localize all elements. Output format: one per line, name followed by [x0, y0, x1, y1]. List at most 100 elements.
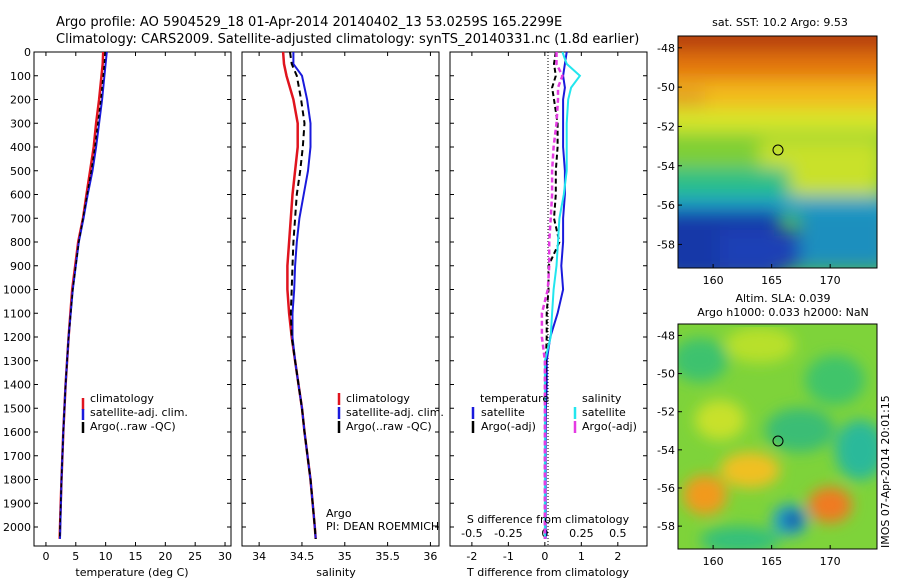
difference-legend-s-satellite: satellite — [582, 406, 626, 419]
salinity-xtick-label: 35 — [338, 550, 352, 563]
sla-argo-location-marker — [772, 435, 784, 447]
sst-map-ytick-label: -52 — [657, 120, 675, 133]
depth-tick-label: 1800 — [3, 474, 31, 487]
sst-map-ytick-label: -58 — [657, 238, 675, 251]
depth-tick-label: 100 — [10, 70, 31, 83]
difference-s-tick-label: -0.5 — [461, 527, 482, 540]
temperature-legend-satellite: satellite-adj. clim. — [90, 406, 188, 419]
difference-xtick-label: 2 — [614, 550, 621, 563]
sst-map-xtick-label: 160 — [703, 274, 724, 287]
depth-tick-label: 800 — [10, 236, 31, 249]
sla-map-title-2: Argo h1000: 0.033 h2000: NaN — [697, 306, 869, 319]
salinity-axes-frame — [241, 51, 440, 547]
salinity-legend-climatology: climatology — [346, 392, 410, 405]
depth-tick-label: 700 — [10, 212, 31, 225]
difference-xtick-label: -2 — [466, 550, 477, 563]
depth-tick-label: 1500 — [3, 402, 31, 415]
sst-map-xtick-label: 165 — [761, 274, 782, 287]
difference-s-tick-label: 0.25 — [569, 527, 594, 540]
depth-tick-label: 1100 — [3, 307, 31, 320]
salinity-xtick-label: 34 — [252, 550, 266, 563]
difference-xtick-label: 0 — [541, 550, 548, 563]
temperature-series-climatology — [58, 51, 105, 539]
depth-tick-label: 300 — [10, 117, 31, 130]
salinity-annotation-pi: PI: DEAN ROEMMICH — [326, 520, 439, 533]
sla-map: Altim. SLA: 0.039 Argo h1000: 0.033 h200… — [657, 292, 878, 568]
sst-map-frame — [677, 35, 878, 269]
temperature-legend-argo: Argo(..raw -QC) — [90, 420, 176, 433]
temperature-axes-frame — [33, 51, 232, 547]
temperature-xtick-label: 10 — [99, 550, 113, 563]
salinity-legend-satellite: satellite-adj. clim. — [346, 406, 444, 419]
salinity-annotation-argo: Argo — [326, 507, 352, 520]
salinity-panel: 34 34.5 35 35.5 36 salinity climatology sate… — [241, 51, 444, 579]
sla-map-ytick-label: -58 — [657, 520, 675, 533]
difference-series-argo-adj-s — [540, 52, 564, 539]
depth-tick-label: 500 — [10, 165, 31, 178]
salinity-xtick-label: 36 — [423, 550, 437, 563]
salinity-xtick-label: 34.5 — [290, 550, 315, 563]
sla-map-ytick-label: -54 — [657, 444, 675, 457]
depth-tick-label: 2000 — [3, 521, 31, 534]
sst-map: sat. SST: 10.2 Argo: 9.53 160 165 170 -48 -5… — [657, 16, 878, 287]
salinity-xlabel: salinity — [316, 566, 356, 579]
depth-tick-label: 200 — [10, 94, 31, 107]
difference-legend-s-argo: Argo(-adj) — [582, 420, 637, 433]
title-line-2: Climatology: CARS2009. Satellite-adjuste… — [56, 32, 639, 47]
difference-s-xlabel: S difference from climatology — [467, 513, 630, 526]
temperature-xtick-label: 20 — [158, 550, 172, 563]
salinity-xtick-label: 35.5 — [375, 550, 400, 563]
temperature-legend-climatology: climatology — [90, 392, 154, 405]
depth-tick-label: 0 — [24, 46, 31, 59]
sla-map-frame — [677, 323, 878, 550]
temperature-xtick-label: 5 — [72, 550, 79, 563]
temperature-legend: climatology satellite-adj. clim. Argo(..… — [81, 392, 188, 433]
salinity-legend: climatology satellite-adj. clim. Argo(..… — [337, 392, 444, 433]
difference-legend-t-argo: Argo(-adj) — [481, 420, 536, 433]
difference-legend-salinity-header: salinity — [582, 392, 622, 405]
difference-legend-t-satellite: satellite — [481, 406, 525, 419]
difference-legend-temperature-header: temperature — [480, 392, 549, 405]
difference-t-xlabel: T difference from climatology — [466, 566, 629, 579]
depth-tick-label: 600 — [10, 189, 31, 202]
sst-map-ytick-label: -48 — [657, 42, 675, 55]
difference-xtick-label: 1 — [578, 550, 585, 563]
sla-map-xtick-label: 170 — [820, 555, 841, 568]
sst-map-title: sat. SST: 10.2 Argo: 9.53 — [712, 16, 848, 29]
difference-s-tick-label: -0.25 — [494, 527, 522, 540]
depth-tick-label: 1900 — [3, 497, 31, 510]
sla-map-ytick-label: -52 — [657, 406, 675, 419]
depth-tick-label: 900 — [10, 260, 31, 273]
sst-map-xtick-label: 170 — [820, 274, 841, 287]
sst-map-ytick-label: -54 — [657, 160, 675, 173]
sst-argo-location-marker — [772, 144, 784, 156]
sla-map-ytick-label: -48 — [657, 329, 675, 342]
sst-map-ytick-label: -56 — [657, 199, 675, 212]
temperature-xtick-label: 30 — [218, 550, 232, 563]
temperature-xlabel: temperature (deg C) — [75, 566, 188, 579]
temperature-series-argo-raw-qc — [58, 51, 106, 539]
title-line-1: Argo profile: AO 5904529_18 01-Apr-2014 … — [56, 15, 562, 30]
depth-tick-label: 1200 — [3, 331, 31, 344]
sst-map-ytick-label: -50 — [657, 81, 675, 94]
difference-series-satellite-s — [543, 51, 582, 539]
temperature-xtick-label: 15 — [128, 550, 142, 563]
depth-tick-label: 400 — [10, 141, 31, 154]
temperature-xtick-label: 0 — [42, 550, 49, 563]
sla-map-xtick-label: 165 — [761, 555, 782, 568]
sla-map-ytick-label: -56 — [657, 482, 675, 495]
sla-map-xtick-label: 160 — [703, 555, 724, 568]
temperature-panel: 0 5 10 15 20 25 300100200300400500600700800900… — [3, 46, 232, 579]
depth-tick-label: 1300 — [3, 355, 31, 368]
depth-tick-label: 1000 — [3, 284, 31, 297]
sla-map-title-1: Altim. SLA: 0.039 — [735, 292, 830, 305]
difference-xtick-label: -1 — [503, 550, 514, 563]
salinity-series-argo-raw-qc — [289, 51, 317, 539]
difference-panel: -2 -1 0 1 2-0.5 -0.25 0 0.25 0.5 S difference fr… — [449, 51, 648, 579]
salinity-legend-argo: Argo(..raw -QC) — [346, 420, 432, 433]
depth-tick-label: 1600 — [3, 426, 31, 439]
depth-tick-label: 1700 — [3, 450, 31, 463]
footer-timestamp: IMOS 07-Apr-2014 20:01:15 — [879, 395, 892, 548]
temperature-series-satellite-adj-clim — [59, 51, 108, 539]
